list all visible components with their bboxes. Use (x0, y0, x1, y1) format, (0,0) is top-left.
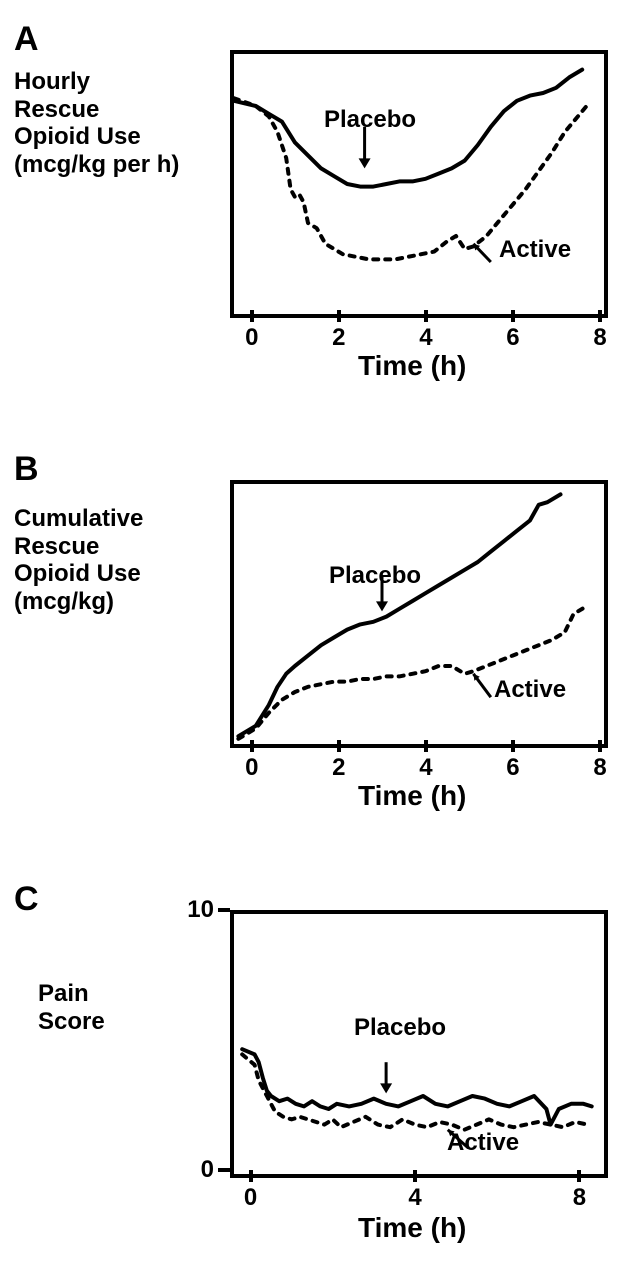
active-label-b: Active (494, 676, 566, 704)
xlabel-c: Time (h) (358, 1212, 466, 1244)
plot-b (234, 484, 604, 744)
panel-letter-a: A (14, 20, 39, 59)
ylabel-a: Hourly Rescue Opioid Use (mcg/kg per h) (14, 68, 179, 178)
chart-a: Placebo Active (230, 50, 608, 318)
placebo-label-b: Placebo (329, 562, 421, 590)
placebo-label-a: Placebo (324, 106, 416, 134)
ylabel-c: Pain Score (38, 980, 105, 1035)
panel-letter-c: C (14, 880, 39, 919)
chart-b: Placebo Active (230, 480, 608, 748)
plot-c (234, 914, 604, 1174)
active-label-a: Active (499, 236, 571, 264)
active-label-c: Active (447, 1129, 519, 1157)
chart-c: Placebo Active (230, 910, 608, 1178)
plot-a (234, 54, 604, 314)
figure-container: A Hourly Rescue Opioid Use (mcg/kg per h… (0, 0, 625, 1280)
panel-letter-b: B (14, 450, 39, 489)
xlabel-a: Time (h) (358, 350, 466, 382)
xlabel-b: Time (h) (358, 780, 466, 812)
ylabel-b: Cumulative Rescue Opioid Use (mcg/kg) (14, 505, 143, 615)
placebo-label-c: Placebo (354, 1014, 446, 1042)
